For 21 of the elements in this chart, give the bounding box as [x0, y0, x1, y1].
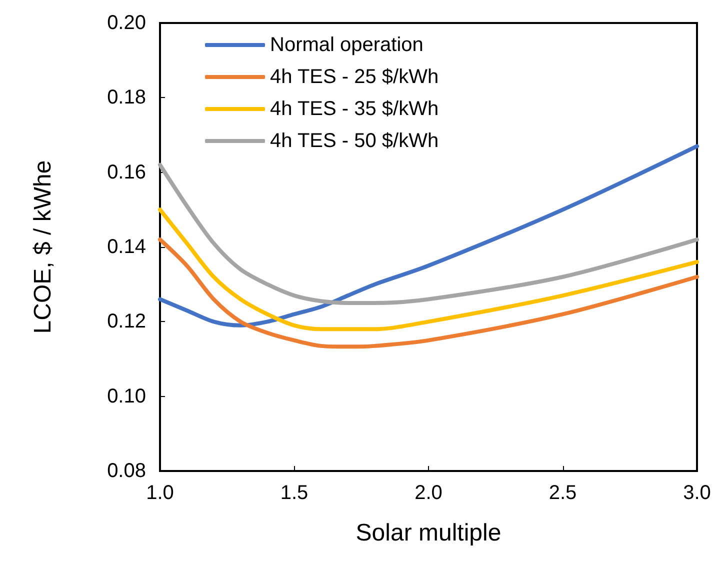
y-tick-label: 0.10 [107, 385, 146, 408]
y-tick-label: 0.08 [107, 460, 146, 482]
legend-label: 4h TES - 35 $/kWh [270, 98, 439, 120]
y-tick-label: 0.20 [107, 12, 146, 34]
x-tick-label: 2.5 [548, 482, 577, 504]
legend-label: 4h TES - 50 $/kWh [270, 130, 439, 152]
line-series [158, 208, 699, 332]
y-tick-label: 0.16 [107, 161, 146, 184]
x-axis-title: Solar multiple [356, 520, 502, 546]
x-tick-label: 1.5 [280, 482, 308, 504]
legend-label: Normal operation [270, 34, 424, 56]
legend-label: 4h TES - 25 $/kWh [270, 66, 439, 88]
x-tick-label: 2.0 [414, 482, 442, 504]
y-tick-label: 0.14 [107, 236, 146, 258]
line-series [158, 238, 699, 349]
y-tick-label: 0.12 [107, 310, 146, 333]
x-tick-label: 3.0 [683, 482, 711, 504]
x-tick-label: 1.0 [146, 482, 174, 504]
y-tick-label: 0.18 [107, 86, 146, 109]
y-axis-title: LCOE, $ / kWhe [30, 160, 56, 334]
line-series [158, 162, 699, 305]
